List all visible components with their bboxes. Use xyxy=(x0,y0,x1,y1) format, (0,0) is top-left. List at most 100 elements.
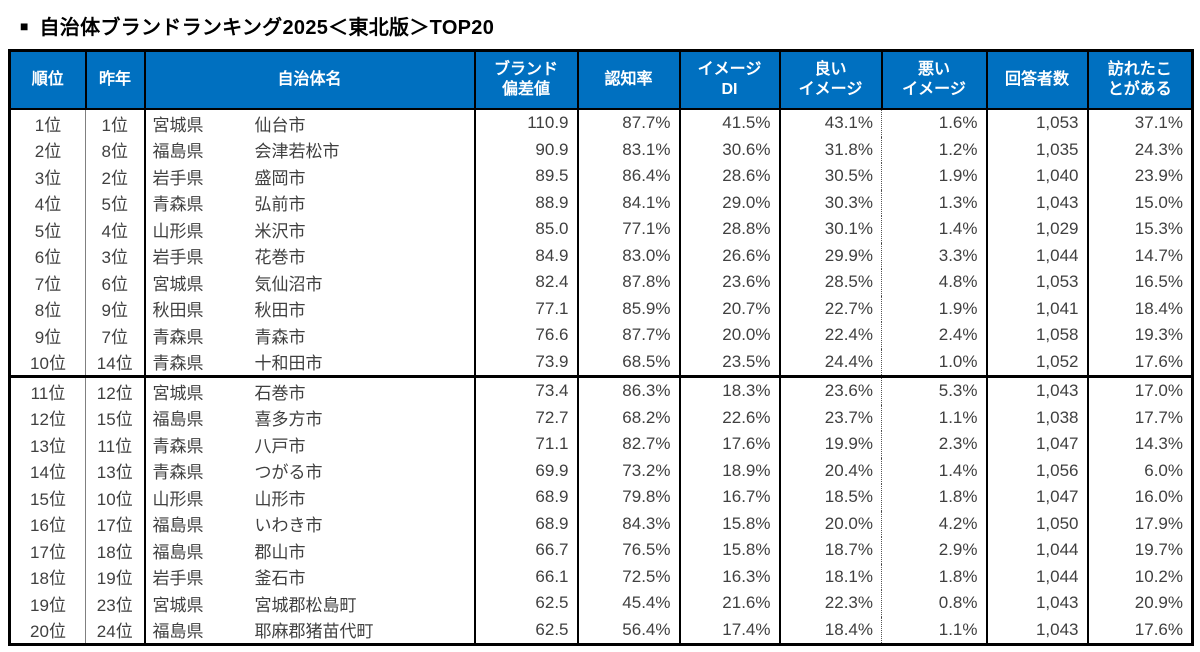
cell-recog: 68.5% xyxy=(577,348,681,377)
cell-di: 18.3% xyxy=(679,376,781,405)
cell-di: 18.9% xyxy=(679,457,781,484)
cell-good: 18.1% xyxy=(779,563,882,590)
cell-visited: 15.0% xyxy=(1087,189,1194,216)
table-row: 17位 18位 福島県 郡山市 66.7 76.5% 15.8% 18.7% 2.9% 1,044… xyxy=(9,537,1194,564)
cell-recog: 72.5% xyxy=(577,563,681,590)
title-bullet-icon: ■ xyxy=(20,17,29,34)
prefecture-name: 福島県 xyxy=(152,542,204,562)
cell-last: 19位 xyxy=(85,563,146,590)
prefecture-name: 岩手県 xyxy=(152,168,204,188)
cell-rank: 6位 xyxy=(9,242,86,269)
prefecture-name: 青森県 xyxy=(152,463,204,483)
cell-bad: 1.4% xyxy=(881,457,988,484)
cell-visited: 19.7% xyxy=(1087,537,1194,564)
cell-recog: 73.2% xyxy=(577,457,681,484)
cell-recog: 84.3% xyxy=(577,510,681,537)
table-row: 11位 12位 宮城県 石巻市 73.4 86.3% 18.3% 23.6% 5.3% 1,043… xyxy=(9,376,1194,405)
rows-block-11-20: 11位 12位 宮城県 石巻市 73.4 86.3% 18.3% 23.6% 5.3% 1,043… xyxy=(9,376,1194,645)
cell-di: 21.6% xyxy=(679,590,781,617)
cell-visited: 14.3% xyxy=(1087,431,1194,458)
cell-rank: 17位 xyxy=(9,537,86,564)
cell-recog: 83.0% xyxy=(577,242,681,269)
cell-rank: 1位 xyxy=(9,109,86,137)
city-name: いわき市 xyxy=(254,516,323,536)
cell-name: 岩手県 釜石市 xyxy=(144,563,476,590)
table-row: 15位 10位 山形県 山形市 68.9 79.8% 16.7% 18.5% 1.8% 1,047… xyxy=(9,484,1194,511)
cell-di: 17.4% xyxy=(679,616,781,645)
cell-resp: 1,050 xyxy=(986,510,1089,537)
cell-visited: 17.6% xyxy=(1087,616,1194,645)
table-row: 13位 11位 青森県 八戸市 71.1 82.7% 17.6% 19.9% 2.3% 1,047… xyxy=(9,431,1194,458)
table-row: 14位 13位 青森県 つがる市 69.9 73.2% 18.9% 20.4% 1.4% 1,05… xyxy=(9,457,1194,484)
table-row: 3位 2位 岩手県 盛岡市 89.5 86.4% 28.6% 30.5% 1.9% 1,040 23… xyxy=(9,163,1194,190)
cell-name: 山形県 山形市 xyxy=(144,484,476,511)
cell-resp: 1,041 xyxy=(986,295,1089,322)
column-header-di: イメージ DI xyxy=(678,49,781,110)
cell-di: 29.0% xyxy=(679,189,781,216)
cell-resp: 1,043 xyxy=(986,376,1089,405)
prefecture-name: 宮城県 xyxy=(152,274,204,294)
cell-resp: 1,052 xyxy=(986,348,1089,377)
prefecture-name: 福島県 xyxy=(152,410,204,430)
cell-visited: 20.9% xyxy=(1087,590,1194,617)
cell-name: 福島県 耶麻郡猪苗代町 xyxy=(144,616,476,645)
column-header-visited: 訪れたこ とがある xyxy=(1086,49,1194,110)
cell-name: 福島県 会津若松市 xyxy=(144,136,476,163)
cell-name: 青森県 八戸市 xyxy=(144,431,476,458)
cell-score: 62.5 xyxy=(474,616,579,645)
cell-last: 18位 xyxy=(85,537,146,564)
cell-rank: 5位 xyxy=(9,216,86,243)
table-row: 7位 6位 宮城県 気仙沼市 82.4 87.8% 23.6% 28.5% 4.8% 1,053 1… xyxy=(9,269,1194,296)
cell-last: 23位 xyxy=(85,590,146,617)
cell-rank: 20位 xyxy=(9,616,86,645)
cell-bad: 2.3% xyxy=(881,431,988,458)
cell-name: 山形県 米沢市 xyxy=(144,216,476,243)
cell-last: 6位 xyxy=(85,269,146,296)
cell-visited: 16.5% xyxy=(1087,269,1194,296)
cell-bad: 1.8% xyxy=(881,484,988,511)
cell-rank: 15位 xyxy=(9,484,86,511)
cell-bad: 1.9% xyxy=(881,163,988,190)
cell-recog: 86.4% xyxy=(577,163,681,190)
city-name: 山形市 xyxy=(254,489,306,509)
city-name: 十和田市 xyxy=(254,354,323,374)
cell-score: 110.9 xyxy=(474,109,579,137)
cell-visited: 24.3% xyxy=(1087,136,1194,163)
cell-resp: 1,044 xyxy=(986,537,1089,564)
table-row: 18位 19位 岩手県 釜石市 66.1 72.5% 16.3% 18.1% 1.8% 1,044… xyxy=(9,563,1194,590)
prefecture-name: 山形県 xyxy=(152,489,204,509)
cell-resp: 1,056 xyxy=(986,457,1089,484)
cell-good: 20.4% xyxy=(779,457,882,484)
cell-last: 5位 xyxy=(85,189,146,216)
cell-bad: 1.8% xyxy=(881,563,988,590)
cell-last: 15位 xyxy=(85,404,146,431)
cell-di: 23.5% xyxy=(679,348,781,377)
cell-name: 青森県 つがる市 xyxy=(144,457,476,484)
cell-recog: 82.7% xyxy=(577,431,681,458)
cell-name: 宮城県 気仙沼市 xyxy=(144,269,476,296)
cell-last: 11位 xyxy=(85,431,146,458)
cell-bad: 1.3% xyxy=(881,189,988,216)
cell-recog: 84.1% xyxy=(577,189,681,216)
cell-rank: 10位 xyxy=(9,348,86,377)
prefecture-name: 青森県 xyxy=(152,327,204,347)
cell-good: 30.1% xyxy=(779,216,882,243)
city-name: 気仙沼市 xyxy=(254,274,323,294)
cell-di: 16.7% xyxy=(679,484,781,511)
cell-score: 77.1 xyxy=(474,295,579,322)
cell-bad: 3.3% xyxy=(881,242,988,269)
city-name: 郡山市 xyxy=(254,542,306,562)
prefecture-name: 福島県 xyxy=(152,142,204,162)
cell-name: 宮城県 宮城郡松島町 xyxy=(144,590,476,617)
city-name: 花巻市 xyxy=(254,248,306,268)
cell-score: 73.9 xyxy=(474,348,579,377)
prefecture-name: 青森県 xyxy=(152,436,204,456)
prefecture-name: 山形県 xyxy=(152,221,204,241)
prefecture-name: 青森県 xyxy=(152,354,204,374)
cell-score: 71.1 xyxy=(474,431,579,458)
column-header-resp: 回答者数 xyxy=(985,49,1089,110)
cell-visited: 17.7% xyxy=(1087,404,1194,431)
cell-last: 2位 xyxy=(85,163,146,190)
cell-visited: 16.0% xyxy=(1087,484,1194,511)
cell-good: 18.5% xyxy=(779,484,882,511)
